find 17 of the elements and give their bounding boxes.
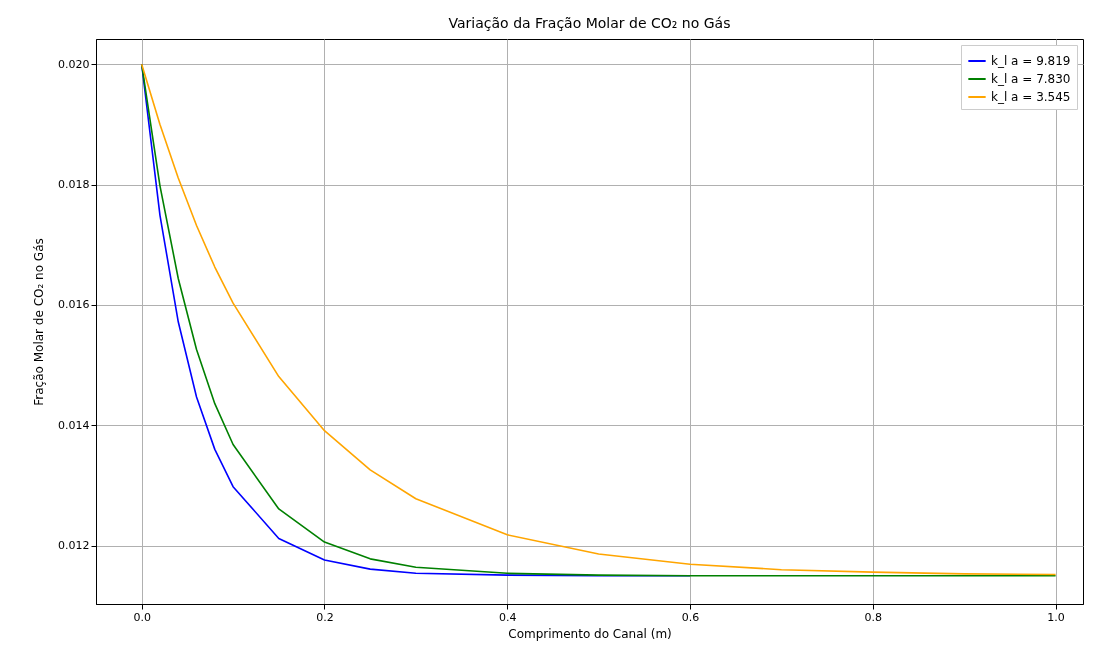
legend-label: k_l a = 3.545 — [991, 90, 1071, 104]
y-tick-label: 0.020 — [58, 57, 90, 71]
legend-label: k_l a = 9.819 — [991, 54, 1071, 68]
y-tick-label: 0.018 — [58, 178, 90, 192]
y-tick-label: 0.016 — [58, 298, 90, 312]
x-tick-label: 0.0 — [133, 610, 151, 624]
x-tick-label: 0.2 — [316, 610, 334, 624]
y-tick-label: 0.012 — [58, 539, 90, 553]
x-tick-label: 0.6 — [681, 610, 700, 624]
x-axis-title: Comprimento do Canal (m) — [508, 626, 672, 641]
x-tick-label: 1.0 — [1047, 610, 1065, 624]
y-tick-label: 0.014 — [58, 418, 90, 432]
y-axis-title: Fração Molar de CO₂ no Gás — [32, 238, 47, 406]
chart-title: Variação da Fração Molar de CO₂ no Gás — [448, 15, 731, 31]
x-tick-label: 0.4 — [499, 610, 517, 624]
x-tick-label: 0.8 — [864, 610, 883, 624]
legend-label: k_l a = 7.830 — [991, 72, 1071, 86]
